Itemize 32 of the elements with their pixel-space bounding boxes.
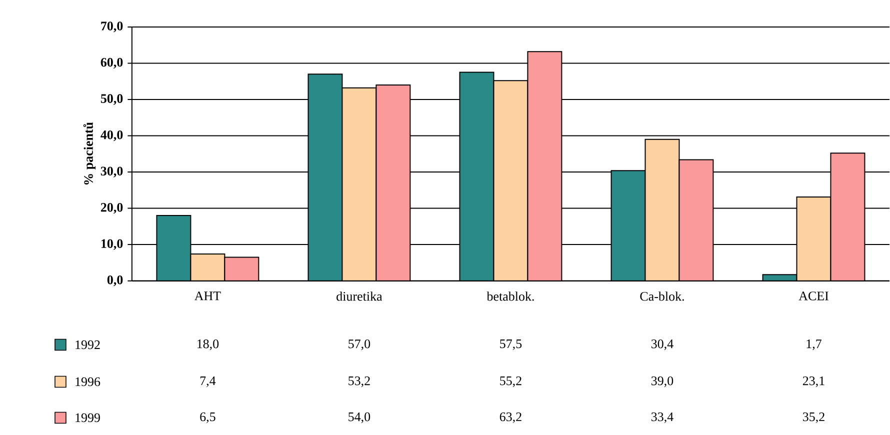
y-axis-title: % pacientů (83, 122, 96, 185)
legend-label: 1999 (76, 414, 100, 422)
x-tick-label: diuretika (336, 292, 382, 301)
y-tick-label: 10,0 (101, 239, 123, 250)
data-label: 23,1 (802, 376, 824, 388)
y-tick-label: 60,0 (100, 58, 123, 69)
data-label: 57,5 (500, 340, 522, 350)
y-tick-label: 30,0 (100, 166, 123, 178)
data-label: 35,2 (802, 412, 824, 424)
y-tick-label: 0,0 (107, 276, 123, 286)
x-tick-label: betablok. (486, 292, 534, 301)
legend-label: 1996 (76, 378, 100, 386)
data-label: 63,2 (500, 412, 522, 424)
data-label: 57,0 (348, 340, 370, 350)
data-label: 53,2 (348, 376, 370, 388)
x-tick-label: ACEI (798, 292, 828, 300)
data-label: 54,0 (348, 412, 370, 424)
data-label: 18,0 (197, 340, 219, 350)
data-label: 55,2 (500, 376, 522, 388)
data-label: 33,4 (651, 412, 674, 424)
y-tick-label: 20,0 (100, 203, 123, 214)
x-tick-label: AHT (194, 292, 221, 300)
y-tick-label: 70,0 (101, 22, 123, 32)
x-tick-label: Ca-blok. (640, 292, 684, 301)
data-label: 1,7 (806, 340, 822, 350)
data-label: 6,5 (200, 412, 216, 424)
data-label: 39,0 (651, 376, 674, 388)
data-label: 7,4 (200, 376, 216, 388)
data-label: 30,4 (651, 340, 674, 350)
y-tick-label: 50,0 (100, 94, 123, 105)
y-tick-label: 40,0 (100, 130, 123, 142)
legend-label: 1992 (76, 340, 100, 350)
